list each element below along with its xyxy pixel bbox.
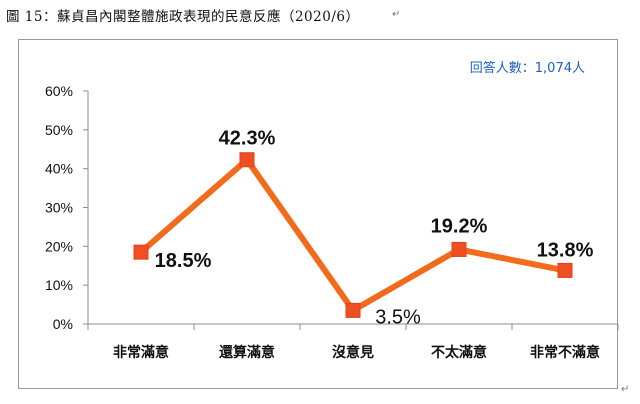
x-tick-label: 不太滿意 [431, 344, 487, 361]
y-tick-label: 20% [45, 238, 73, 254]
data-label: 13.8% [537, 239, 594, 261]
data-label: 19.2% [431, 215, 488, 237]
y-tick-label: 60% [45, 83, 73, 99]
data-point-marker [133, 244, 149, 260]
data-point-marker [345, 302, 361, 318]
data-point-marker [239, 152, 255, 168]
data-label: 42.3% [219, 128, 276, 150]
x-tick-label: 還算滿意 [219, 344, 275, 361]
chart-frame [18, 39, 618, 389]
x-tick-label: 沒意見 [332, 344, 374, 361]
y-tick-label: 10% [45, 277, 73, 293]
x-tick-label: 非常不滿意 [530, 344, 600, 361]
data-label: 3.5% [375, 306, 421, 328]
y-tick-label: 0% [53, 316, 73, 332]
paragraph-mark-icon: ↵ [392, 9, 401, 20]
y-tick-label: 50% [45, 122, 73, 138]
paragraph-mark-icon: ↵ [621, 384, 630, 395]
data-label: 18.5% [155, 250, 212, 272]
y-tick-label: 40% [45, 161, 73, 177]
data-point-marker [451, 241, 467, 257]
series-line [138, 156, 568, 314]
x-tick-label: 非常滿意 [113, 344, 169, 361]
respondents-note: 回答人數：1,074人 [470, 60, 585, 76]
y-tick-label: 30% [45, 200, 73, 216]
data-point-marker [557, 262, 573, 278]
chart-caption: 圖 15：蘇貞昌內閣整體施政表現的民意反應（2020/6） [6, 9, 360, 25]
